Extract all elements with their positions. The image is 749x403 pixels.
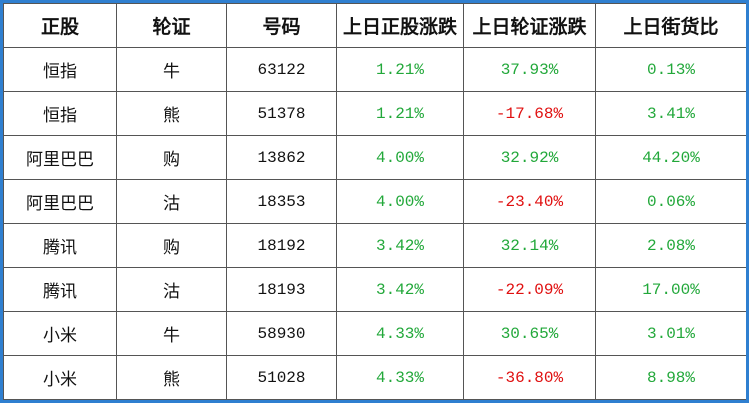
table-cell: -23.40%	[463, 179, 596, 224]
table-cell: 沽	[116, 267, 227, 312]
table-cell: 1.21%	[336, 47, 464, 92]
header-cell: 轮证	[116, 3, 227, 48]
table-cell: 18192	[226, 223, 337, 268]
table-row: 小米牛 58930 4.33% 30.65% 3.01%	[3, 311, 746, 356]
table-cell: 3.01%	[595, 311, 746, 356]
table-cell: 恒指	[3, 91, 117, 136]
table-cell: 0.06%	[595, 179, 746, 224]
table-cell: 阿里巴巴	[3, 179, 117, 224]
table-cell: -22.09%	[463, 267, 596, 312]
table-row: 腾讯沽 18193 3.42% -22.09% 17.00%	[3, 267, 746, 312]
header-cell: 上日轮证涨跌	[463, 3, 596, 48]
table-cell: 腾讯	[3, 223, 117, 268]
table-cell: 18193	[226, 267, 337, 312]
table-cell: 小米	[3, 311, 117, 356]
table-row: 恒指牛 63122 1.21% 37.93% 0.13%	[3, 47, 746, 92]
table-cell: 13862	[226, 135, 337, 180]
table-cell: 44.20%	[595, 135, 746, 180]
table-cell: 阿里巴巴	[3, 135, 117, 180]
table-cell: 2.08%	[595, 223, 746, 268]
table-cell: 恒指	[3, 47, 117, 92]
data-table: 正股 轮证 号码 上日正股涨跌 上日轮证涨跌 上日街货比 恒指牛 63122 1.21% 37.…	[3, 3, 746, 400]
table-cell: 3.42%	[336, 267, 464, 312]
table-cell: 购	[116, 135, 227, 180]
table-cell: 4.33%	[336, 311, 464, 356]
table-cell: 30.65%	[463, 311, 596, 356]
table-cell: 熊	[116, 355, 227, 400]
header-cell: 号码	[226, 3, 337, 48]
header-cell: 正股	[3, 3, 117, 48]
table-row: 阿里巴巴购 13862 4.00% 32.92% 44.20%	[3, 135, 746, 180]
table-cell: 58930	[226, 311, 337, 356]
table-cell: 8.98%	[595, 355, 746, 400]
table-cell: 购	[116, 223, 227, 268]
header-cell: 上日街货比	[595, 3, 746, 48]
table-cell: 51028	[226, 355, 337, 400]
table-row: 小米熊 51028 4.33% -36.80% 8.98%	[3, 355, 746, 400]
table-cell: 牛	[116, 47, 227, 92]
table-cell: 32.92%	[463, 135, 596, 180]
table-cell: 4.33%	[336, 355, 464, 400]
table-cell: -17.68%	[463, 91, 596, 136]
table-row: 阿里巴巴沽 18353 4.00% -23.40% 0.06%	[3, 179, 746, 224]
table-cell: 18353	[226, 179, 337, 224]
table-cell: 0.13%	[595, 47, 746, 92]
header-row: 正股 轮证 号码 上日正股涨跌 上日轮证涨跌 上日街货比	[3, 3, 746, 48]
table-cell: 3.42%	[336, 223, 464, 268]
table-cell: 51378	[226, 91, 337, 136]
table-cell: 37.93%	[463, 47, 596, 92]
header-cell: 上日正股涨跌	[336, 3, 464, 48]
table-cell: 4.00%	[336, 135, 464, 180]
table-cell: 32.14%	[463, 223, 596, 268]
table-row: 恒指熊 51378 1.21% -17.68% 3.41%	[3, 91, 746, 136]
table-cell: 小米	[3, 355, 117, 400]
table-cell: 牛	[116, 311, 227, 356]
table-cell: 4.00%	[336, 179, 464, 224]
table-cell: 17.00%	[595, 267, 746, 312]
table-cell: 63122	[226, 47, 337, 92]
table-cell: 腾讯	[3, 267, 117, 312]
table-cell: 1.21%	[336, 91, 464, 136]
table-row: 腾讯购 18192 3.42% 32.14% 2.08%	[3, 223, 746, 268]
table-cell: 熊	[116, 91, 227, 136]
table-cell: 沽	[116, 179, 227, 224]
table-cell: -36.80%	[463, 355, 596, 400]
table-cell: 3.41%	[595, 91, 746, 136]
